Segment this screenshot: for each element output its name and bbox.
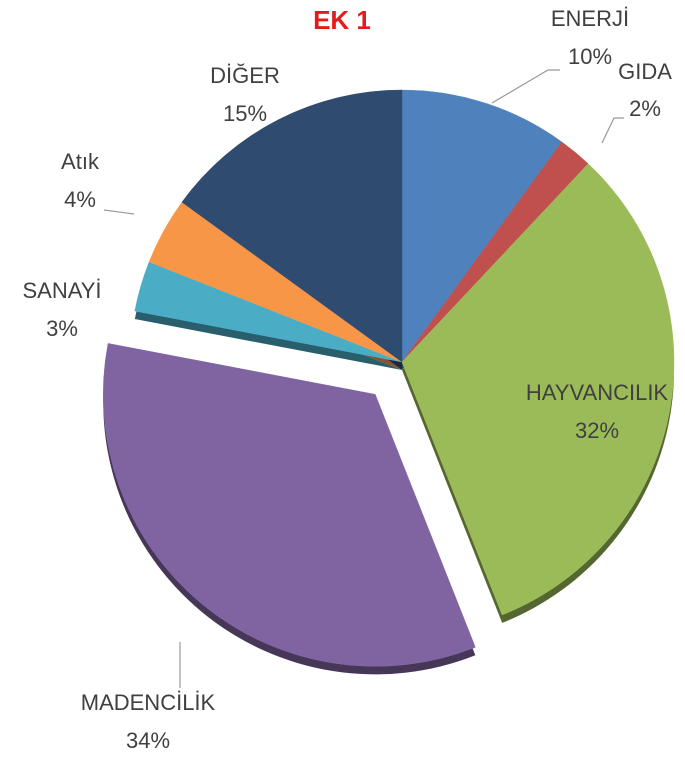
value-label: 4% <box>64 187 96 212</box>
value-label: 34% <box>126 728 170 753</box>
leader-line <box>491 69 560 104</box>
slice <box>102 343 476 667</box>
value-label: 10% <box>568 44 612 69</box>
category-label: MADENCİLİK <box>81 690 216 715</box>
leader-line <box>103 209 135 215</box>
leader-lines <box>103 69 624 688</box>
category-label: Atık <box>61 149 100 174</box>
category-label: GIDA <box>618 59 672 84</box>
value-label: 2% <box>629 96 661 121</box>
slice <box>401 163 675 616</box>
category-label: ENERJİ <box>551 6 629 31</box>
slice <box>401 89 563 363</box>
category-label: SANAYİ <box>22 278 101 303</box>
category-label: DİĞER <box>210 63 280 88</box>
category-label: HAYVANCILIK <box>526 380 669 405</box>
data-labels: ENERJİ 10%GIDA 2% HAYVANCILIK 32% MADENCİLİK 3… <box>22 6 672 753</box>
pie-slices <box>102 89 675 667</box>
chart-title: EK 1 <box>313 5 371 35</box>
value-label: 3% <box>46 316 78 341</box>
value-label: 15% <box>223 101 267 126</box>
leader-line <box>601 117 624 144</box>
value-label: 32% <box>575 418 619 443</box>
slice <box>181 89 403 363</box>
